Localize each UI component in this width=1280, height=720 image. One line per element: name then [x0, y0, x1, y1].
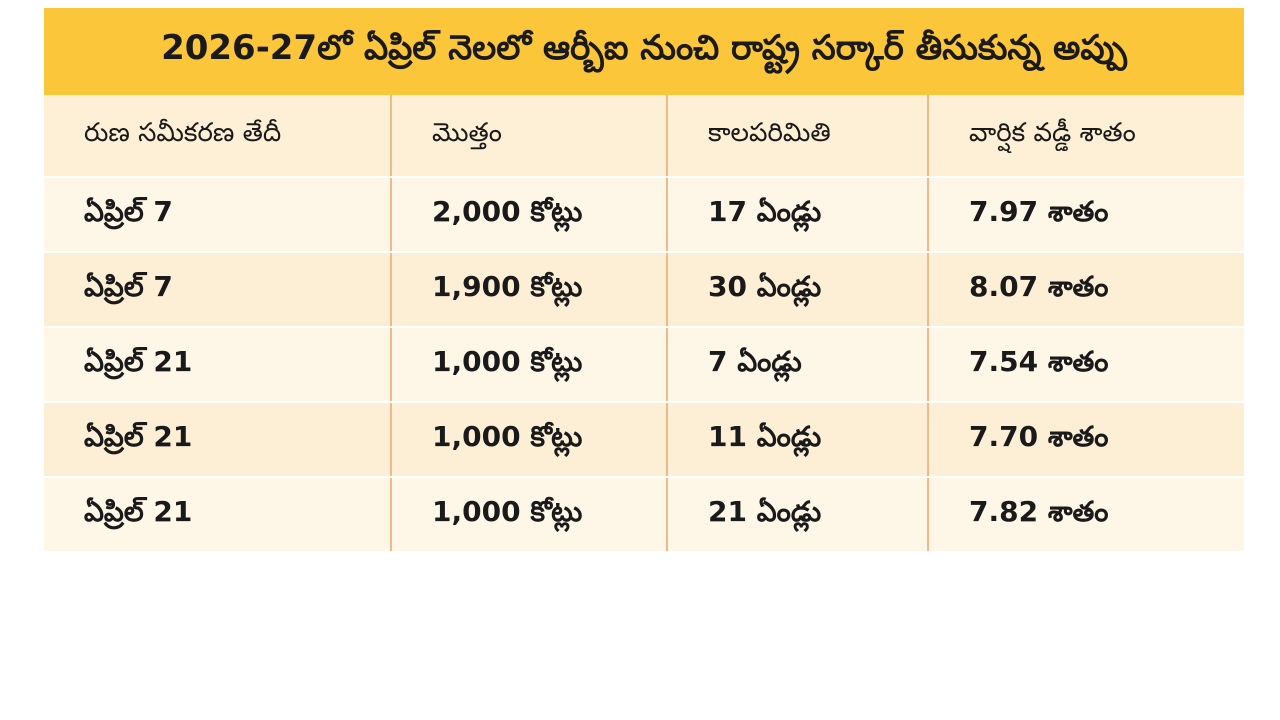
table-cell: 21 ఏండ్లు: [666, 478, 927, 551]
table-cell: ఏప్రిల్ 7: [84, 269, 173, 303]
table-row: ఏప్రిల్ 7 2,000 కోట్లు 17 ఏండ్లు 7.97 శాతం: [44, 178, 1244, 251]
table-cell: 1,000 కోట్లు: [390, 403, 666, 476]
table-cell: 1,000 కోట్లు: [390, 478, 666, 551]
table-cell: ఏప్రిల్ 21: [84, 494, 193, 528]
table-cell: 7.54 శాతం: [927, 328, 1244, 401]
table-cell: 7.70 శాతం: [927, 403, 1244, 476]
column-header: కాలపరిమితి: [666, 95, 927, 176]
table-cell: ఏప్రిల్ 7: [84, 194, 173, 228]
table-row: ఏప్రిల్ 21 1,000 కోట్లు 21 ఏండ్లు 7.82 శాతం: [44, 478, 1244, 551]
table-cell: 1,900 కోట్లు: [390, 253, 666, 326]
table-row: ఏప్రిల్ 7 1,900 కోట్లు 30 ఏండ్లు 8.07 శాతం: [44, 253, 1244, 326]
table-cell: 7.82 శాతం: [927, 478, 1244, 551]
table-cell: 7.97 శాతం: [927, 178, 1244, 251]
table: రుణ సమీకరణ తేదీ మొత్తం కాలపరిమితి వార్షిక వ…: [44, 95, 1244, 551]
table-cell: 30 ఏండ్లు: [666, 253, 927, 326]
table-cell: 2,000 కోట్లు: [390, 178, 666, 251]
table-cell: 17 ఏండ్లు: [666, 178, 927, 251]
table-cell: 11 ఏండ్లు: [666, 403, 927, 476]
column-header: వార్షిక వడ్డీ శాతం: [927, 95, 1244, 176]
title: 2026-27లో ఏప్రిల్ నెలలో ఆర్బీఐ నుంచి రాష…: [44, 8, 1244, 95]
table-row: ఏప్రిల్ 21 1,000 కోట్లు 11 ఏండ్లు 7.70 శాతం: [44, 403, 1244, 476]
table-cell: ఏప్రిల్ 21: [84, 344, 193, 378]
table-cell: 8.07 శాతం: [927, 253, 1244, 326]
table-cell: 1,000 కోట్లు: [390, 328, 666, 401]
table-cell: 7 ఏండ్లు: [666, 328, 927, 401]
column-header: రుణ సమీకరణ తేదీ: [84, 117, 282, 148]
table-cell: ఏప్రిల్ 21: [84, 419, 193, 453]
table-row: ఏప్రిల్ 21 1,000 కోట్లు 7 ఏండ్లు 7.54 శాతం: [44, 328, 1244, 401]
header-row: రుణ సమీకరణ తేదీ మొత్తం కాలపరిమితి వార్షిక వ…: [44, 95, 1244, 176]
column-header: మొత్తం: [390, 95, 666, 176]
